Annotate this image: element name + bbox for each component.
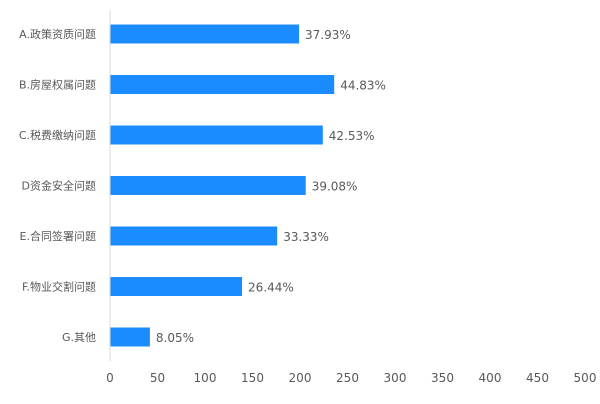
x-tick-label: 50 xyxy=(150,371,165,385)
category-label: B.房屋权属问题 xyxy=(19,79,96,92)
data-label: 39.08% xyxy=(312,180,358,194)
bar xyxy=(110,75,335,94)
data-label: 44.83% xyxy=(340,79,386,93)
bar xyxy=(110,327,150,347)
category-label: D资金安全问题 xyxy=(22,179,96,193)
bar xyxy=(110,176,306,195)
x-tick-label: 200 xyxy=(289,371,312,385)
bar xyxy=(110,277,243,296)
category-label: F.物业交割问题 xyxy=(22,280,96,294)
category-labels: A.政策资质问题 B.房屋权属问题 C.税费缴纳问题 D资金安全问题 E.合同签署问题 F… xyxy=(19,27,96,344)
data-label: 37.93% xyxy=(305,28,351,42)
data-label: 33.33% xyxy=(283,230,329,244)
data-label: 42.53% xyxy=(329,129,375,143)
category-label: A.政策资质问题 xyxy=(19,27,96,41)
data-label: 8.05% xyxy=(156,331,194,345)
x-tick-label: 150 xyxy=(241,371,264,385)
value-labels: 37.93% 44.83% 42.53% 39.08% 33.33% 26.44% 8.05… xyxy=(156,28,386,345)
data-label: 26.44% xyxy=(248,281,294,295)
category-label: G.其他 xyxy=(62,331,96,344)
bar xyxy=(110,24,300,44)
x-tick-label: 250 xyxy=(336,371,359,385)
x-tick-label: 350 xyxy=(431,371,454,385)
x-axis-ticks: 0 50 100 150 200 250 300 350 400 450 500 xyxy=(106,371,596,385)
bar xyxy=(110,125,323,145)
x-tick-label: 300 xyxy=(384,371,407,385)
bars xyxy=(110,24,335,347)
x-tick-label: 500 xyxy=(574,371,597,385)
bar xyxy=(110,226,278,246)
x-tick-label: 450 xyxy=(526,371,549,385)
category-label: E.合同签署问题 xyxy=(20,229,96,243)
x-tick-label: 400 xyxy=(479,371,502,385)
x-tick-label: 100 xyxy=(194,371,217,385)
category-label: C.税费缴纳问题 xyxy=(19,128,96,142)
x-tick-label: 0 xyxy=(106,371,114,385)
